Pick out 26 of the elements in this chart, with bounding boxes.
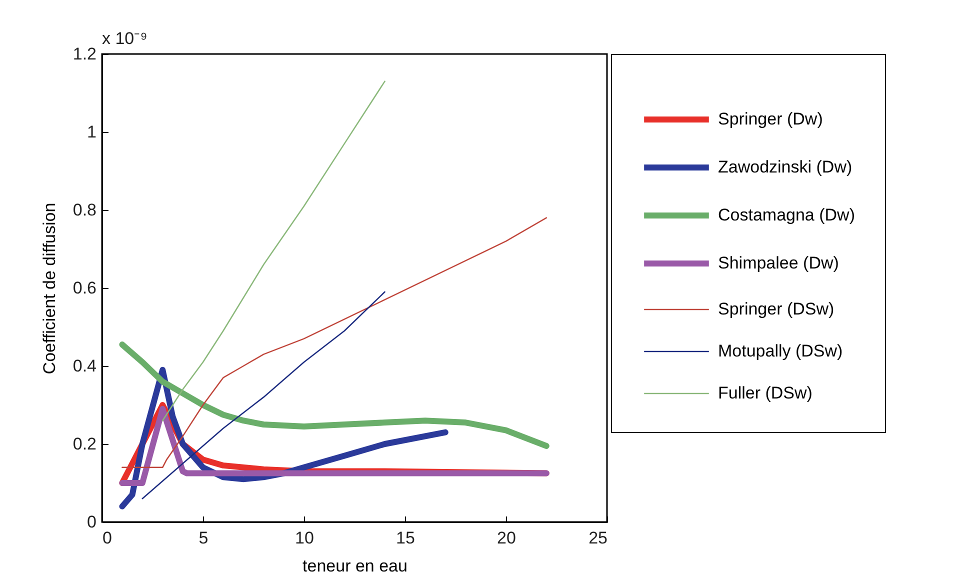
legend-label: Shimpalee (Dw) — [718, 254, 839, 272]
x-tick-label: 25 — [588, 528, 608, 548]
x-tick-label: 20 — [497, 528, 516, 548]
y-tick-label: 0 — [87, 512, 96, 532]
legend-label: Costamagna (Dw) — [718, 206, 855, 224]
x-tick-label: 10 — [295, 528, 314, 548]
x-tick-label: 5 — [198, 528, 208, 548]
y-tick-label: 0.6 — [72, 278, 96, 298]
line-series — [142, 291, 386, 500]
line-series — [122, 217, 548, 468]
y-tick-label: 0.4 — [72, 356, 96, 376]
y-tick-label: 0.8 — [72, 200, 96, 220]
y-axis-title: Coefficient de diffusion — [40, 202, 59, 374]
legend-label: Springer (Dw) — [718, 110, 823, 128]
y-tick-label: 1.2 — [72, 44, 96, 64]
y-tick-label: 0.2 — [72, 434, 96, 454]
line-series — [162, 80, 386, 422]
legend-label: Springer (DSw) — [718, 300, 834, 318]
y-tick-label: 1 — [87, 122, 96, 142]
legend-label: Zawodzinski (Dw) — [718, 158, 852, 176]
legend-label: Fuller (DSw) — [718, 384, 812, 402]
legend-label: Motupally (DSw) — [718, 342, 843, 360]
x-axis-title: teneur en eau — [302, 556, 408, 576]
text: x 10⁻⁹ — [102, 29, 148, 48]
x-tick-label: 0 — [102, 528, 112, 548]
x-tick-label: 15 — [396, 528, 415, 548]
